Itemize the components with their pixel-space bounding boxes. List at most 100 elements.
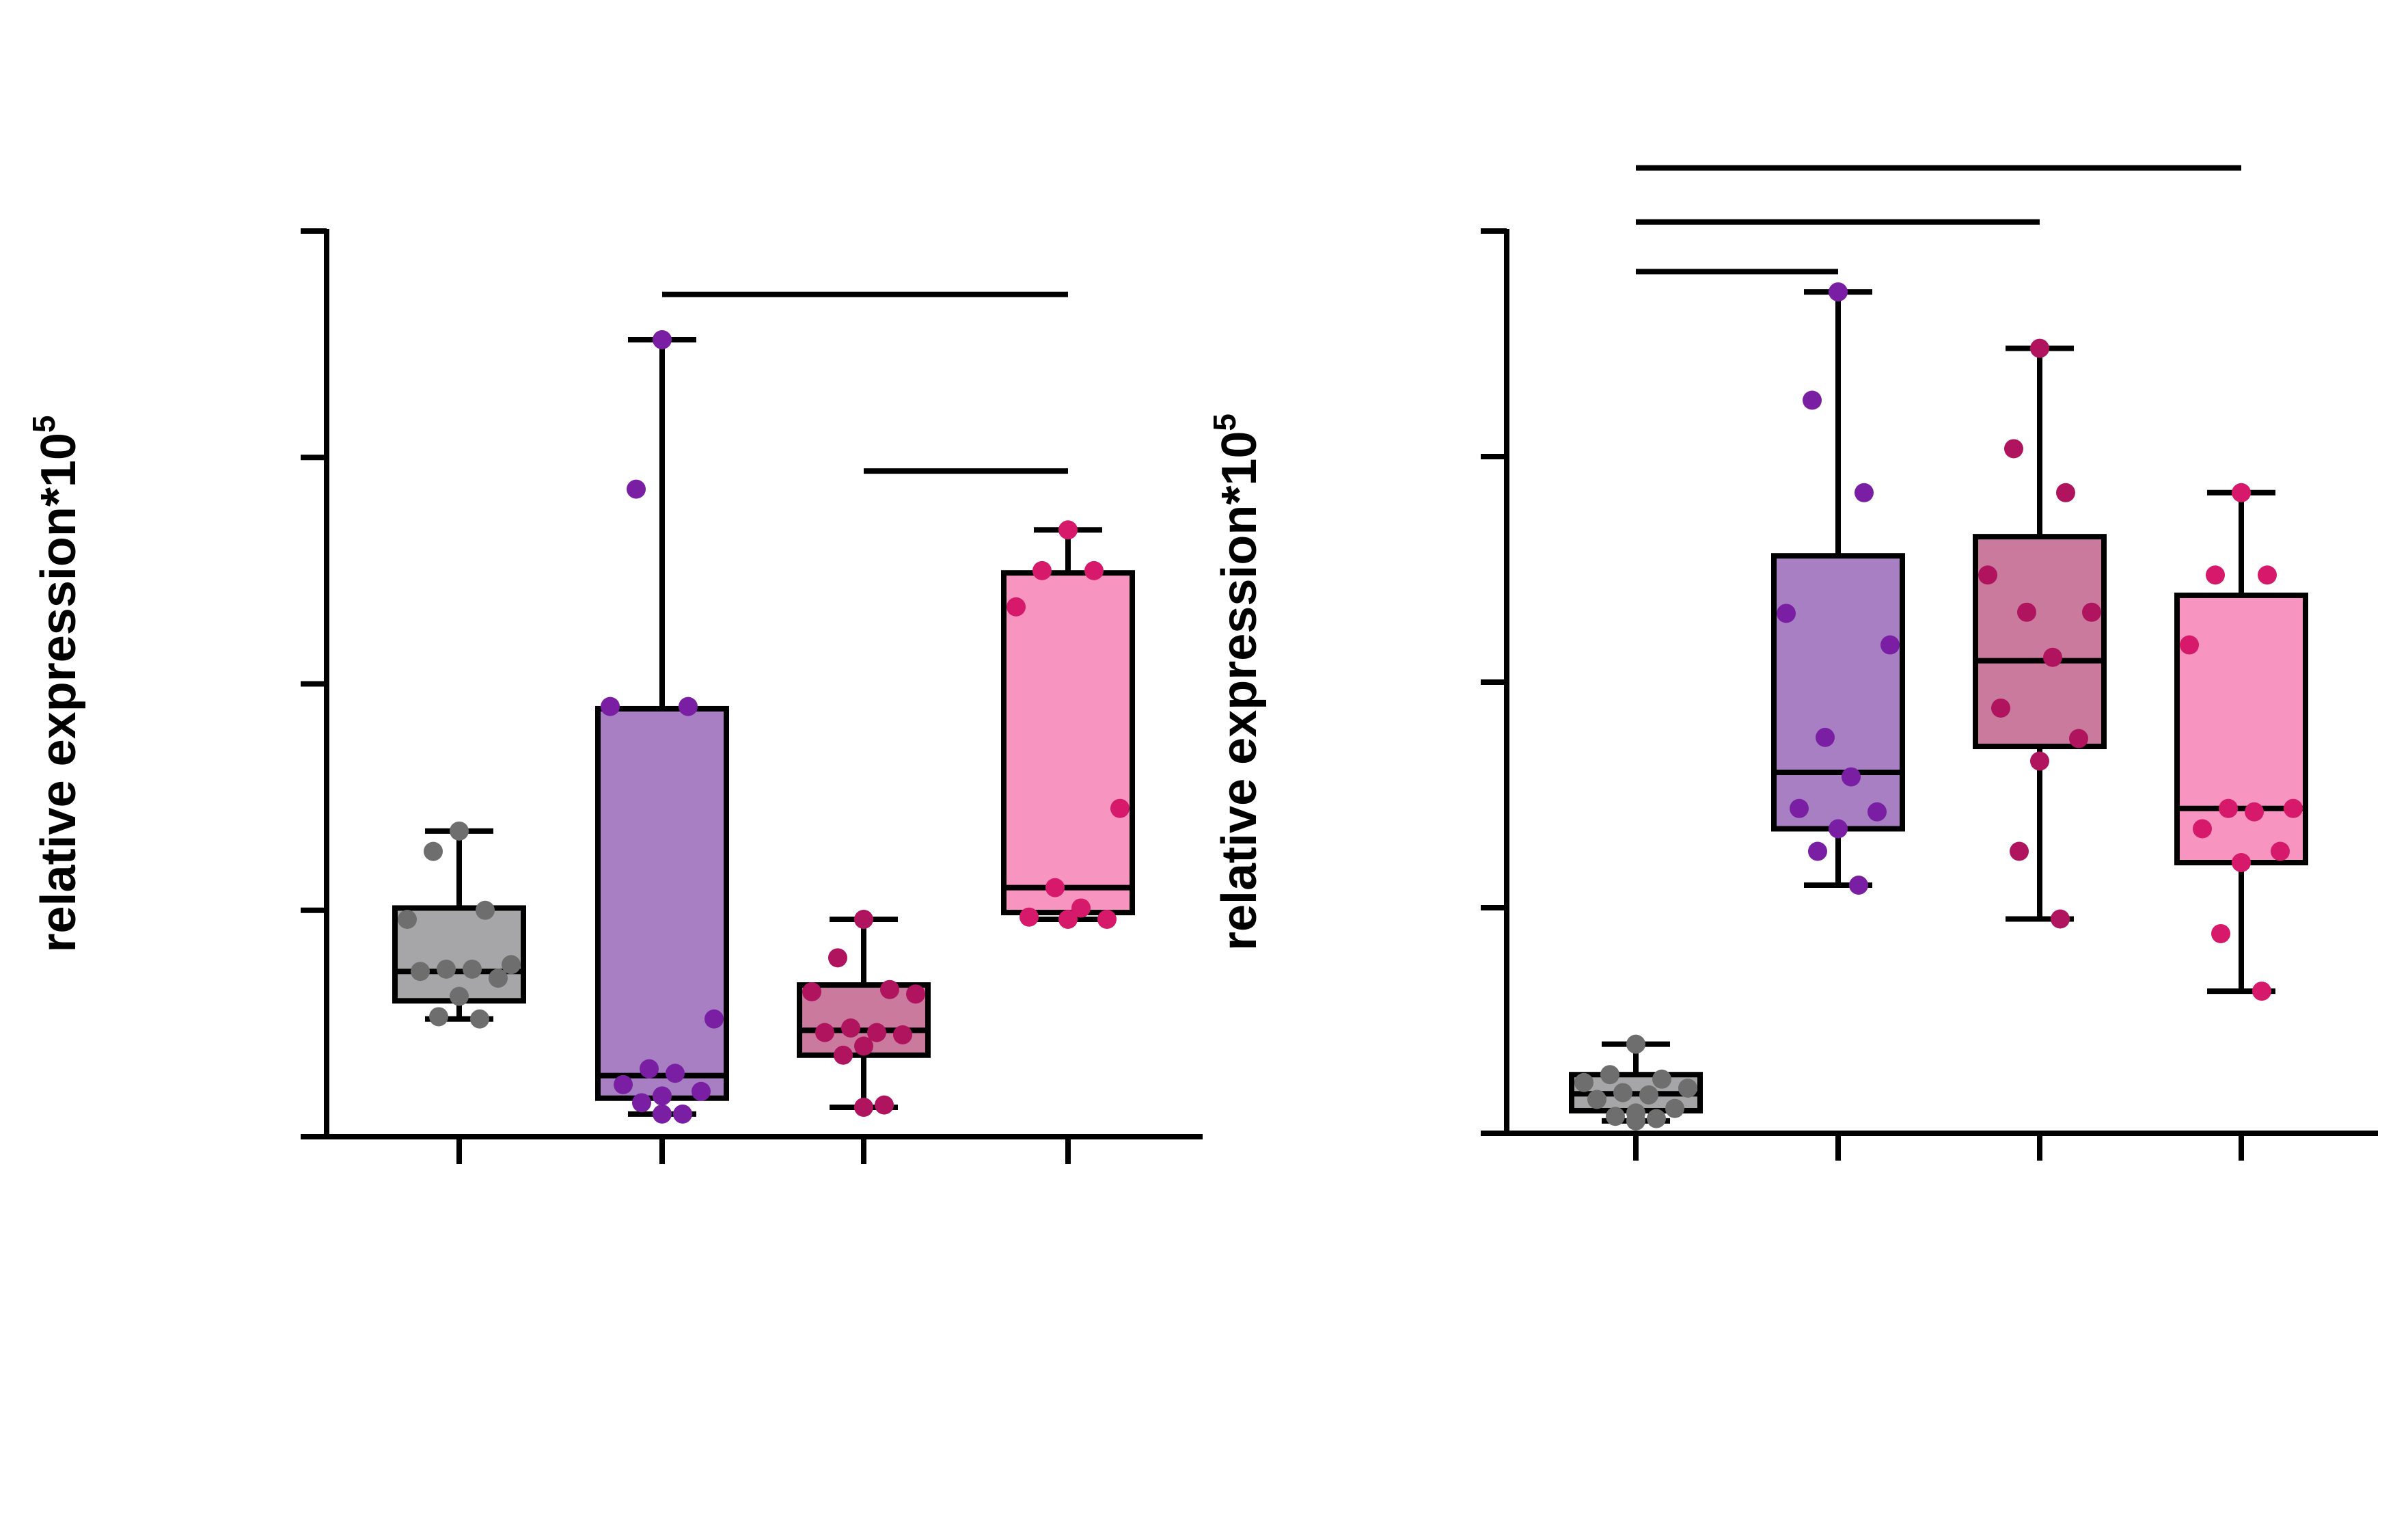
iqr-box — [595, 705, 729, 1101]
data-point — [1587, 1090, 1606, 1109]
data-point — [601, 697, 620, 716]
data-point — [632, 1093, 651, 1113]
data-point — [614, 1074, 633, 1094]
data-point — [2082, 602, 2101, 622]
data-point — [2069, 729, 2088, 748]
data-point — [1855, 483, 1874, 502]
data-point — [1777, 604, 1796, 623]
data-point — [2056, 483, 2075, 502]
data-point — [1007, 597, 1026, 617]
data-point — [1652, 1069, 1671, 1089]
data-point — [424, 841, 443, 861]
data-point — [429, 1007, 448, 1027]
data-point — [1678, 1079, 1697, 1098]
data-point — [2206, 565, 2225, 585]
panel-sox2: relative expression*105 — [1207, 165, 2378, 1161]
data-point — [802, 982, 821, 1001]
data-point — [1867, 802, 1887, 822]
data-point — [2030, 338, 2049, 358]
data-point — [704, 1009, 724, 1029]
data-point — [450, 821, 469, 841]
data-point — [1978, 565, 1997, 585]
data-point — [2211, 923, 2230, 943]
data-point — [2017, 602, 2036, 622]
data-point — [437, 959, 456, 979]
data-point — [854, 1097, 873, 1117]
data-point — [2219, 798, 2238, 818]
data-point — [906, 984, 925, 1004]
data-point — [1880, 635, 1900, 655]
data-point — [2043, 647, 2062, 667]
box-gbm-101-8 — [1001, 520, 1135, 929]
box-gbm-11-9-2 — [1973, 338, 2107, 929]
data-point — [1829, 819, 1848, 839]
box-gbm-11-9-2 — [797, 910, 931, 1117]
data-point — [2258, 565, 2277, 585]
data-point — [502, 955, 521, 975]
data-point — [470, 1009, 489, 1029]
data-point — [450, 986, 469, 1006]
iqr-box — [1771, 553, 1905, 832]
data-point — [1842, 767, 1861, 787]
y-axis-label: relative expression*105 — [1207, 414, 1267, 951]
data-point — [1606, 1107, 1625, 1126]
data-point — [2051, 909, 2070, 929]
data-point — [1058, 910, 1078, 929]
data-point — [679, 697, 698, 716]
data-point — [1600, 1065, 1619, 1085]
data-point — [815, 1023, 834, 1042]
data-point — [1816, 727, 1835, 747]
data-point — [2030, 751, 2049, 771]
data-point — [1803, 390, 1822, 410]
data-point — [1626, 1034, 1645, 1054]
data-point — [1991, 698, 2010, 718]
box-gbm-14-4-5 — [1771, 282, 1905, 895]
data-point — [411, 962, 430, 982]
data-point — [673, 1104, 692, 1124]
data-point — [653, 330, 672, 349]
data-point — [1647, 1109, 1666, 1128]
data-point — [1626, 1111, 1645, 1131]
data-point — [2010, 841, 2029, 861]
data-point — [1058, 520, 1078, 540]
data-point — [1045, 878, 1065, 897]
data-point — [1849, 876, 1868, 895]
data-point — [875, 1095, 894, 1115]
panel-cd133: relative expression*105 — [26, 228, 1203, 1164]
data-point — [2271, 841, 2290, 861]
data-point — [1574, 1072, 1593, 1092]
y-axis-label-text: relative expression*10 — [31, 433, 86, 952]
data-point — [893, 1025, 912, 1044]
data-point — [1097, 910, 1117, 929]
data-point — [640, 1059, 659, 1079]
data-point — [2180, 635, 2199, 655]
data-point — [1639, 1085, 1658, 1105]
data-point — [476, 900, 495, 920]
data-point — [398, 910, 417, 929]
data-point — [2245, 802, 2264, 822]
data-point — [1829, 282, 1848, 302]
data-point — [1084, 560, 1104, 580]
data-point — [834, 1045, 853, 1065]
data-point — [1808, 841, 1827, 861]
data-point — [1110, 798, 1130, 818]
data-point — [2284, 798, 2303, 818]
data-point — [1032, 560, 1052, 580]
data-point — [2004, 439, 2023, 459]
data-point — [2232, 853, 2251, 872]
data-point — [828, 948, 847, 968]
iqr-box — [2174, 592, 2308, 865]
data-point — [692, 1081, 711, 1101]
data-point — [653, 1104, 672, 1124]
data-point — [1613, 1083, 1632, 1103]
data-point — [867, 1023, 886, 1042]
data-point — [2252, 982, 2271, 1001]
y-axis-label: relative expression*105 — [26, 415, 86, 952]
data-point — [489, 969, 508, 988]
data-point — [854, 1036, 873, 1056]
iqr-box — [1001, 570, 1135, 916]
data-point — [627, 479, 646, 499]
y-axis-label-text: relative expression*10 — [1212, 431, 1267, 951]
data-point — [1790, 798, 1809, 818]
box-control — [392, 821, 526, 1029]
